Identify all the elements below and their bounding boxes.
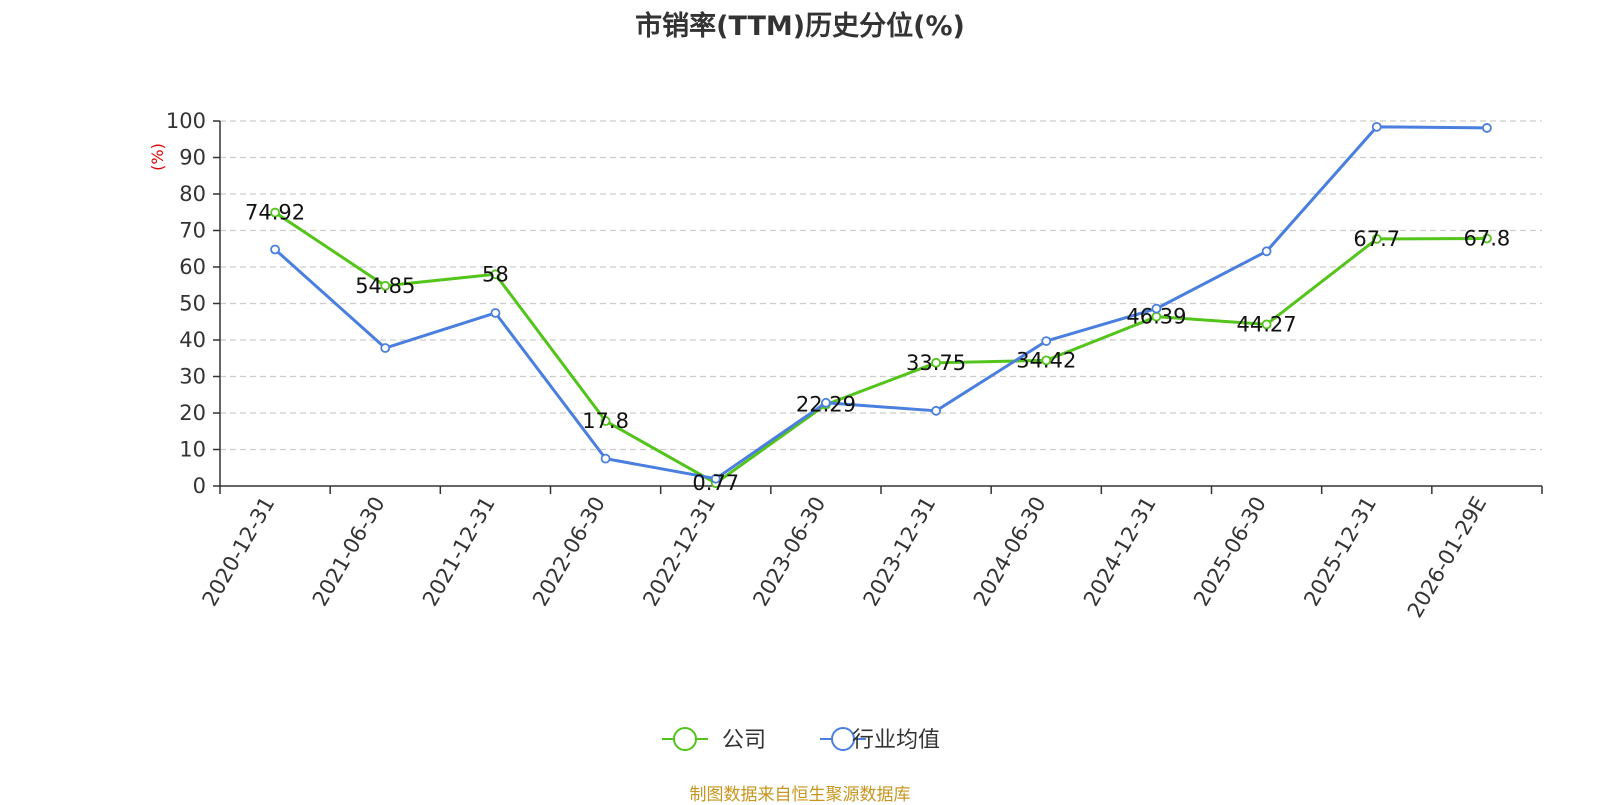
y-tick-label: 90	[179, 146, 206, 170]
legend-label-1: 行业均值	[852, 728, 940, 753]
data-point	[380, 280, 391, 291]
x-tick-label: 2022-06-30	[528, 493, 610, 611]
data-label: 54.85	[355, 274, 415, 298]
x-tick-label: 2024-06-30	[969, 493, 1051, 611]
data-point	[710, 473, 721, 484]
data-point	[270, 207, 280, 218]
data-point	[380, 343, 391, 353]
y-tick-label: 50	[179, 292, 206, 316]
data-point	[1371, 233, 1382, 244]
data-label: 44.27	[1237, 312, 1297, 336]
axes: 0 10 20 30 40 50 60 70 80 90 100 2020-12-31 2021-06-…	[166, 109, 1543, 622]
y-tick-label: 40	[179, 328, 206, 352]
legend-label-0: 公司	[722, 728, 766, 753]
data-point	[821, 397, 831, 408]
data-label: 17.8	[582, 409, 629, 433]
x-tick-label: 2024-12-31	[1079, 493, 1161, 611]
x-tick-label: 2021-06-30	[308, 493, 390, 611]
x-tick-label: 2025-12-31	[1299, 493, 1381, 611]
x-tick-label: 2023-12-31	[859, 492, 941, 610]
x-tick-label: 2026-01-29E	[1403, 493, 1491, 622]
data-point	[600, 416, 611, 426]
data-point	[1151, 303, 1162, 314]
data-label: 67.8	[1464, 227, 1511, 251]
y-tick-label: 20	[179, 401, 206, 425]
data-label: 58	[482, 262, 509, 286]
data-point	[1041, 336, 1052, 346]
data-labels: 74.92 54.85 58 17.8 0.77 22.29 33.75 34.42 46.39…	[245, 201, 1510, 496]
y-tick-label: 30	[179, 365, 206, 389]
grid-lines	[220, 120, 1542, 451]
x-tick-label: 2023-06-30	[748, 493, 830, 611]
data-point	[1371, 121, 1382, 132]
data-label: 0.77	[692, 471, 739, 495]
x-tick-label: 2025-06-30	[1189, 493, 1271, 611]
data-point	[931, 405, 941, 416]
data-point	[1482, 123, 1492, 133]
data-point	[1041, 355, 1052, 366]
series-lines	[270, 121, 1492, 489]
x-tick-label: 2020-12-31	[198, 493, 280, 611]
legend-marker-0	[673, 727, 697, 751]
series-line-0	[274, 211, 1487, 485]
chart-title: 市销率(TTM)历史分位(%)	[635, 11, 965, 42]
data-point	[490, 269, 501, 280]
source-note: 制图数据来自恒生聚源数据库	[689, 785, 911, 805]
data-point	[931, 357, 941, 368]
data-label: 46.39	[1126, 305, 1186, 329]
legend: 公司 行业均值	[662, 727, 940, 753]
y-tick-label: 80	[179, 182, 206, 206]
data-point	[1261, 319, 1272, 330]
y-tick-label: 60	[179, 255, 206, 279]
data-point	[270, 244, 280, 255]
y-tick-label: 70	[179, 219, 206, 243]
x-tick-label: 2022-12-31	[638, 493, 720, 611]
data-point	[1482, 233, 1492, 244]
y-tick-label: 0	[193, 474, 206, 498]
data-label: 22.29	[796, 393, 856, 417]
data-label: 33.75	[906, 351, 966, 375]
data-label: 67.7	[1353, 227, 1400, 251]
data-label: 34.42	[1016, 348, 1076, 372]
y-tick-label: 100	[166, 109, 206, 133]
y-tick-label: 10	[179, 438, 206, 462]
data-label: 74.92	[245, 201, 305, 225]
legend-marker-1	[831, 727, 855, 751]
y-axis-title: (%)	[148, 143, 167, 171]
x-tick-label: 2021-12-31	[418, 492, 500, 610]
data-point	[600, 453, 611, 464]
data-point	[1261, 246, 1272, 257]
series-line-1	[274, 125, 1487, 481]
data-point	[490, 308, 501, 318]
